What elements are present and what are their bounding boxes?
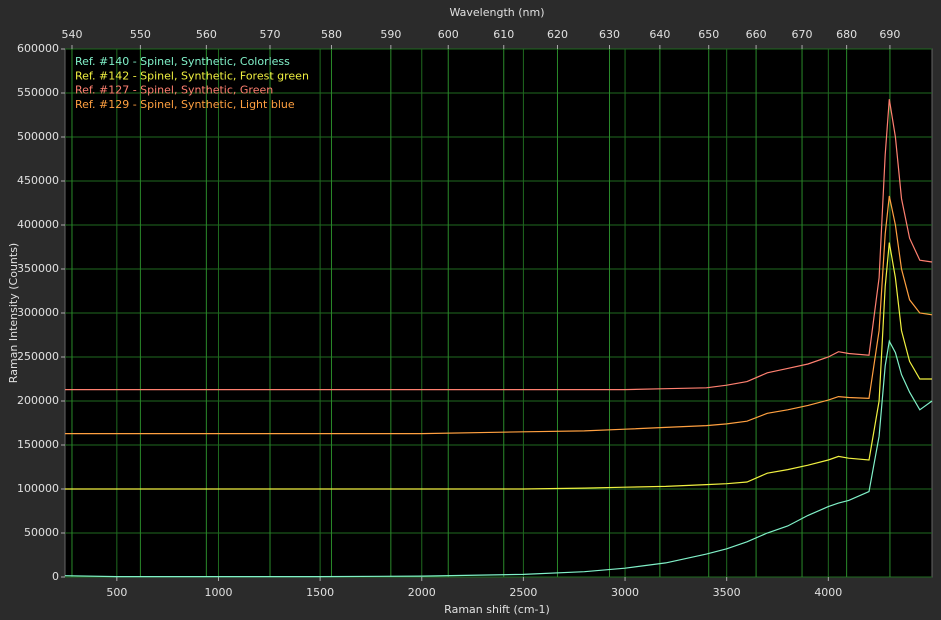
top-tick-label: 670 <box>792 28 813 41</box>
series-line <box>65 242 932 490</box>
y-tick-label: 100000 <box>17 482 59 495</box>
x-axis-title: Raman shift (cm-1) <box>444 603 550 616</box>
top-tick-label: 560 <box>196 28 217 41</box>
top-tick-label: 570 <box>260 28 281 41</box>
series-line <box>65 195 933 435</box>
y-tick-label: 0 <box>52 570 59 583</box>
y-tick-label: 350000 <box>17 262 59 275</box>
x-tick-label: 2000 <box>408 586 436 599</box>
top-tick-label: 680 <box>836 28 857 41</box>
y-tick-label: 400000 <box>17 218 59 231</box>
top-tick-label: 640 <box>649 28 670 41</box>
x-tick-label: 500 <box>106 586 127 599</box>
x-tick-label: 3000 <box>611 586 639 599</box>
x-tick-label: 4000 <box>814 586 842 599</box>
top-tick-label: 600 <box>438 28 459 41</box>
y-tick-label: 500000 <box>17 130 59 143</box>
y-axis-title: Raman Intensity (Counts) <box>7 243 20 383</box>
x-tick-label: 2500 <box>509 586 537 599</box>
y-tick-label: 200000 <box>17 394 59 407</box>
y-tick-label: 150000 <box>17 438 59 451</box>
top-tick-label: 610 <box>493 28 514 41</box>
series-line <box>64 339 933 578</box>
top-tick-label: 580 <box>321 28 342 41</box>
x-tick-label: 1500 <box>306 586 334 599</box>
top-tick-label: 590 <box>380 28 401 41</box>
x-tick-label: 3500 <box>713 586 741 599</box>
top-tick-label: 660 <box>746 28 767 41</box>
top-tick-label: 650 <box>698 28 719 41</box>
top-tick-label: 620 <box>547 28 568 41</box>
y-tick-label: 250000 <box>17 350 59 363</box>
top-tick-label: 630 <box>599 28 620 41</box>
legend-entry: Ref. #129 - Spinel, Synthetic, Light blu… <box>75 98 295 111</box>
top-tick-label: 690 <box>879 28 900 41</box>
legend-entry: Ref. #140 - Spinel, Synthetic, Colorless <box>75 55 290 68</box>
y-tick-label: 600000 <box>17 42 59 55</box>
top-tick-label: 540 <box>61 28 82 41</box>
legend-entry: Ref. #127 - Spinel, Synthetic, Green <box>75 84 273 97</box>
top-axis-title: Wavelength (nm) <box>449 6 544 19</box>
y-tick-label: 300000 <box>17 306 59 319</box>
y-tick-label: 450000 <box>17 174 59 187</box>
top-tick-label: 550 <box>130 28 151 41</box>
y-tick-label: 550000 <box>17 86 59 99</box>
x-tick-label: 1000 <box>204 586 232 599</box>
legend-entry: Ref. #142 - Spinel, Synthetic, Forest gr… <box>75 69 309 82</box>
y-tick-label: 50000 <box>24 526 59 539</box>
series-line <box>65 99 933 391</box>
